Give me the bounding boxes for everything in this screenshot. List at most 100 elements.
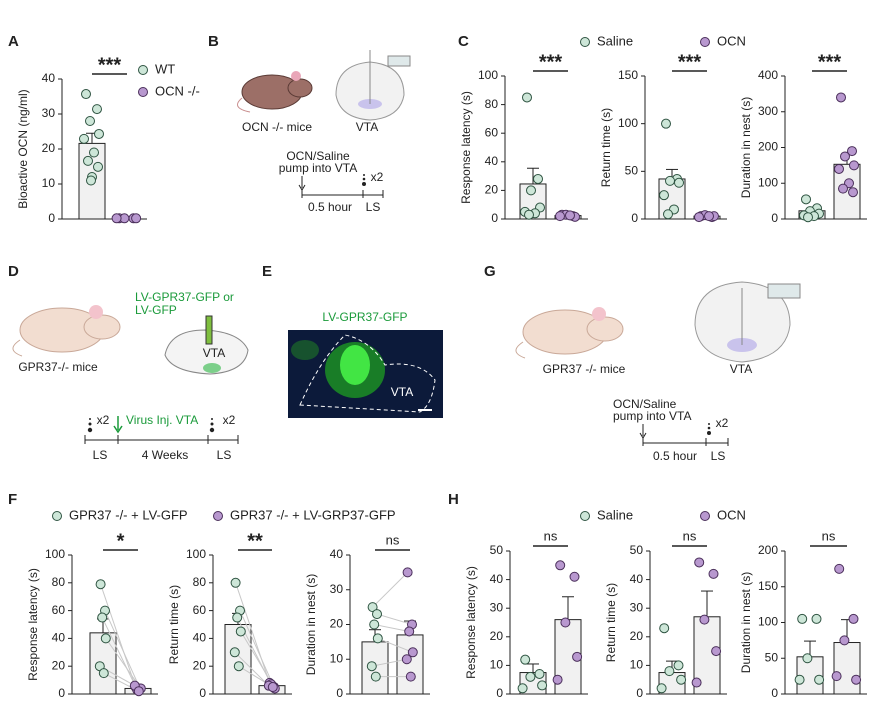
data-point (81, 89, 91, 100)
y-axis-label: Response latency (s) (464, 566, 478, 679)
data-point (797, 613, 808, 624)
pair-line (235, 582, 271, 684)
y-tick-label: 0 (631, 211, 638, 225)
y-tick-label: 50 (490, 543, 504, 557)
diagram-label: 0.5 hour (308, 200, 352, 214)
data-point (98, 668, 109, 679)
data-point (93, 161, 103, 172)
data-point (555, 560, 566, 571)
legend-marker (52, 511, 62, 521)
y-tick-label: 200 (758, 543, 778, 557)
data-point (665, 175, 675, 186)
y-tick-label: 10 (490, 658, 504, 672)
data-point (694, 557, 705, 568)
legend-label: OCN (717, 507, 746, 522)
pair-line (100, 584, 137, 688)
y-tick-label: 100 (45, 547, 65, 561)
diagram-g: GPR37 -/- mice VTA OCN/Saline pump into … (515, 281, 801, 463)
data-point (401, 654, 412, 665)
panel-letter: A (8, 33, 19, 50)
data-point (552, 674, 563, 685)
data-point (525, 671, 536, 682)
data-point (704, 211, 714, 222)
y-tick-label: 40 (485, 154, 499, 168)
data-point (694, 212, 704, 223)
data-point (560, 617, 571, 628)
diagram-label: OCN/Saline (286, 149, 350, 163)
mouse-ear (291, 71, 301, 81)
y-tick-label: 100 (478, 68, 498, 82)
diagram-label: VTA (391, 385, 413, 399)
data-point (674, 177, 684, 188)
significance-label: *** (98, 54, 122, 76)
legend-label: Saline (597, 507, 633, 522)
diagram-label: 0.5 hour (653, 449, 697, 463)
data-point (664, 666, 675, 677)
dot (362, 182, 366, 186)
data-point (79, 133, 89, 144)
y-tick-label: 10 (42, 176, 56, 190)
y-tick-label: 0 (199, 686, 206, 700)
data-point (834, 163, 844, 174)
mouse-icon (83, 314, 121, 340)
data-point (676, 674, 687, 685)
y-tick-label: 0 (636, 686, 643, 700)
legend-marker (700, 511, 710, 521)
y-tick-label: 30 (630, 600, 644, 614)
data-point (524, 209, 534, 220)
diagram-label: VTA (356, 120, 378, 134)
y-tick-label: 60 (52, 603, 66, 617)
y-tick-label: 20 (42, 141, 56, 155)
brain-icon (164, 329, 249, 375)
data-point (517, 683, 528, 694)
panel-letter: E (262, 263, 272, 280)
mouse-icon (287, 78, 313, 98)
data-point (402, 567, 413, 578)
panel-letter: G (484, 263, 496, 280)
mouse-tail (12, 339, 23, 357)
y-axis-label: Bioactive OCN (ng/ml) (16, 89, 30, 208)
y-tick-label: 200 (758, 140, 778, 154)
legend-label: OCN (717, 33, 746, 48)
diagram-label: GPR37-/- mice (18, 360, 98, 374)
data-point (522, 92, 532, 103)
y-tick-label: 0 (58, 686, 65, 700)
y-tick-label: 40 (490, 572, 504, 586)
significance-label: ns (683, 528, 697, 543)
data-point (97, 612, 108, 623)
data-point (94, 128, 104, 139)
panel-letter: B (208, 33, 219, 50)
legend-marker (580, 37, 590, 47)
diagram-label: LS (366, 200, 381, 214)
significance-label: *** (539, 51, 563, 73)
y-tick-label: 20 (485, 183, 499, 197)
y-tick-label: 300 (758, 104, 778, 118)
data-point (405, 671, 416, 682)
data-point (233, 661, 244, 672)
y-tick-label: 400 (758, 68, 778, 82)
legend-marker (138, 65, 148, 75)
data-point (232, 612, 243, 623)
dot (211, 418, 213, 420)
legend-marker (580, 511, 590, 521)
y-axis-label: Return time (s) (167, 585, 181, 664)
y-tick-label: 100 (618, 116, 638, 130)
data-point (370, 671, 381, 682)
diagram-e: LV-GPR37-GFP VTA (288, 310, 443, 418)
significance-label: *** (678, 51, 702, 73)
data-point (691, 677, 702, 688)
diagram-d: LV-GPR37-GFP or LV-GFP VTA GPR37-/- mice… (12, 290, 249, 462)
pair-line (234, 651, 270, 687)
legend-marker (700, 37, 710, 47)
vta-outline (299, 334, 436, 413)
diagram-label: x2 (223, 413, 236, 427)
data-point (838, 183, 848, 194)
syringe (205, 315, 213, 345)
data-point (569, 571, 580, 582)
panel-letter: F (8, 491, 17, 508)
data-point (520, 654, 531, 665)
y-tick-label: 20 (52, 658, 66, 672)
significance-label: ns (822, 528, 836, 543)
pair-line (104, 610, 141, 689)
legend-marker (138, 87, 148, 97)
